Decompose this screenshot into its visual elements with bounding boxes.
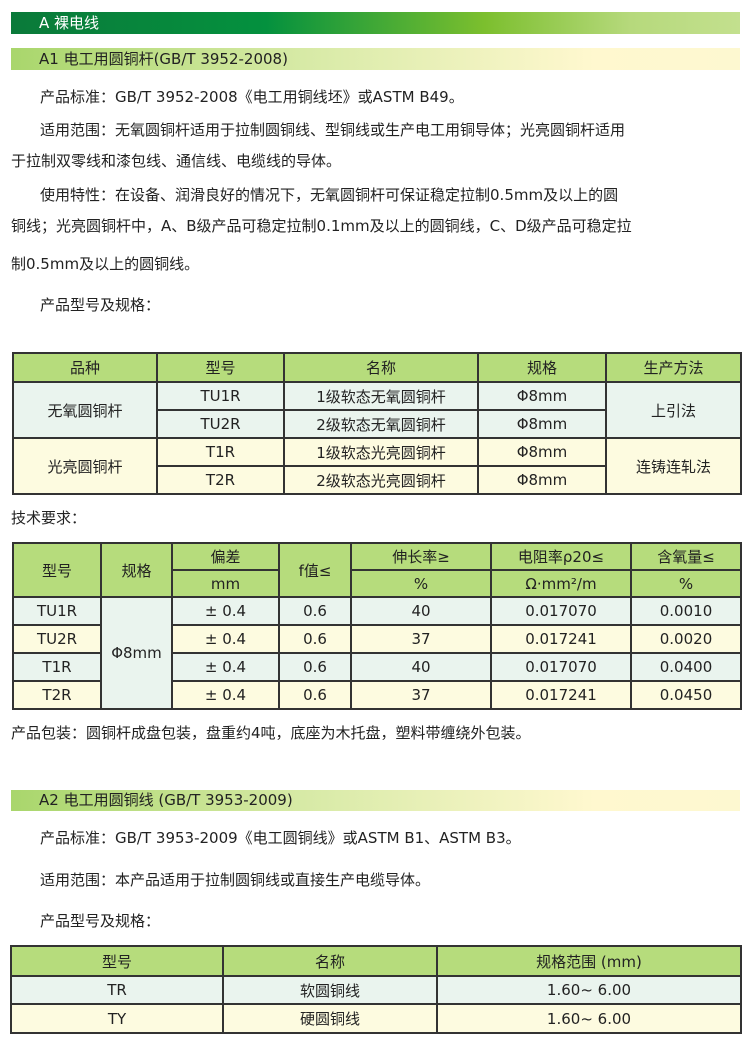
a1-usage-line2: 铜线；光亮圆铜杆中，A、B级产品可稳定拉制0.1mm及以上的圆铜线，C、D级产品… bbox=[11, 217, 632, 235]
range-cell: 1.60~ 6.00 bbox=[436, 1003, 742, 1034]
elongation-cell: 40 bbox=[350, 596, 492, 626]
a1-scope-line1: 适用范围：无氧圆铜杆适用于拉制圆铜线、型铜线或生产电工用铜导体；光亮圆铜杆适用 bbox=[40, 121, 626, 139]
name-cell: 软圆铜线 bbox=[222, 975, 438, 1005]
deviation-cell: ± 0.4 bbox=[171, 680, 280, 710]
name-cell: 1级软态无氧圆铜杆 bbox=[283, 381, 479, 411]
model-cell: TU1R bbox=[12, 596, 102, 626]
f-value-cell: 0.6 bbox=[278, 652, 352, 682]
a1-scope-line2: 于拉制双零线和漆包线、通信线、电缆线的导体。 bbox=[11, 152, 342, 170]
header-range: 规格范围 (mm) bbox=[436, 945, 742, 977]
name-cell: 2级软态光亮圆铜杆 bbox=[283, 465, 479, 495]
a1-standard: 产品标准：GB/T 3952-2008《电工用铜线坯》或ASTM B49。 bbox=[40, 88, 464, 106]
table-row: 光亮圆铜杆 T1R 1级软态光亮圆铜杆 Φ8mm 连铸连轧法 bbox=[12, 437, 742, 495]
a1-tech-table: 型号 规格 偏差 f值≤ 伸长率≥ 电阻率ρ20≤ 含氧量≤ mm % Ω·mm… bbox=[12, 542, 742, 710]
f-value-cell: 0.6 bbox=[278, 680, 352, 710]
header-model: 型号 bbox=[12, 542, 102, 598]
model-cell: T1R bbox=[12, 652, 102, 682]
model-cell: T2R bbox=[12, 680, 102, 710]
model-cell: TU2R bbox=[12, 624, 102, 654]
a1-usage-line3: 制0.5mm及以上的圆铜线。 bbox=[11, 255, 200, 273]
f-value-cell: 0.6 bbox=[278, 624, 352, 654]
oxygen-cell: 0.0020 bbox=[630, 624, 742, 654]
elongation-cell: 37 bbox=[350, 680, 492, 710]
resistivity-cell: 0.017241 bbox=[490, 624, 632, 654]
resistivity-cell: 0.017070 bbox=[490, 596, 632, 626]
elongation-cell: 40 bbox=[350, 652, 492, 682]
model-cell: TY bbox=[10, 1003, 224, 1034]
name-cell: 硬圆铜线 bbox=[222, 1003, 438, 1034]
table-row: T2R ± 0.4 0.6 37 0.017241 0.0450 bbox=[12, 680, 742, 710]
model-cell: T1R bbox=[156, 437, 285, 467]
unit-resistivity: Ω·mm²/m bbox=[490, 569, 632, 598]
oxygen-cell: 0.0010 bbox=[630, 596, 742, 626]
a2-spec-label: 产品型号及规格： bbox=[40, 912, 161, 930]
elongation-cell: 37 bbox=[350, 624, 492, 654]
name-cell: 2级软态无氧圆铜杆 bbox=[283, 409, 479, 439]
method-cell: 上引法 bbox=[605, 381, 742, 439]
table-row: 无氧圆铜杆 TU1R 1级软态无氧圆铜杆 Φ8mm 上引法 bbox=[12, 381, 742, 439]
deviation-cell: ± 0.4 bbox=[171, 596, 280, 626]
model-cell: TU1R bbox=[156, 381, 285, 411]
header-spec: 规格 bbox=[100, 542, 173, 598]
header-f-value: f值≤ bbox=[278, 542, 352, 598]
f-value-cell: 0.6 bbox=[278, 596, 352, 626]
spec-cell: Φ8mm bbox=[477, 437, 607, 467]
header-method: 生产方法 bbox=[605, 352, 742, 383]
header-name: 名称 bbox=[283, 352, 479, 383]
a1-title-banner: A1 电工用圆铜杆(GB/T 3952-2008) bbox=[11, 48, 740, 70]
unit-deviation: mm bbox=[171, 569, 280, 598]
model-cell: T2R bbox=[156, 465, 285, 495]
table-row: TR 软圆铜线 1.60~ 6.00 bbox=[10, 975, 742, 1005]
a1-product-table: 品种 型号 名称 规格 生产方法 无氧圆铜杆 TU1R 1级软态无氧圆铜杆 Φ8… bbox=[12, 352, 742, 495]
header-model: 型号 bbox=[10, 945, 224, 977]
header-deviation: 偏差 bbox=[171, 542, 280, 571]
resistivity-cell: 0.017070 bbox=[490, 652, 632, 682]
model-cell: TR bbox=[10, 975, 224, 1005]
model-cell: TU2R bbox=[156, 409, 285, 439]
kind-cell: 光亮圆铜杆 bbox=[12, 437, 158, 495]
a2-product-table: 型号 名称 规格范围 (mm) TR 软圆铜线 1.60~ 6.00 TY 硬圆… bbox=[10, 945, 742, 1034]
spec-cell: Φ8mm bbox=[477, 465, 607, 495]
spec-cell: Φ8mm bbox=[477, 409, 607, 439]
header-model: 型号 bbox=[156, 352, 285, 383]
table-row: TU1R Φ8mm ± 0.4 0.6 40 0.017070 0.0010 bbox=[12, 596, 742, 710]
a1-usage-line1: 使用特性：在设备、润滑良好的情况下，无氧圆铜杆可保证稳定拉制0.5mm及以上的圆 bbox=[40, 186, 619, 204]
spec-cell: Φ8mm bbox=[100, 596, 173, 710]
a1-spec-label: 产品型号及规格： bbox=[40, 296, 161, 314]
a2-title-banner: A2 电工用圆铜线 (GB/T 3953-2009) bbox=[11, 790, 740, 811]
name-cell: 1级软态光亮圆铜杆 bbox=[283, 437, 479, 467]
spec-cell: Φ8mm bbox=[477, 381, 607, 411]
header-spec: 规格 bbox=[477, 352, 607, 383]
header-name: 名称 bbox=[222, 945, 438, 977]
oxygen-cell: 0.0450 bbox=[630, 680, 742, 710]
a1-tech-label: 技术要求： bbox=[11, 509, 87, 527]
header-oxygen: 含氧量≤ bbox=[630, 542, 742, 571]
unit-elongation: % bbox=[350, 569, 492, 598]
kind-cell: 无氧圆铜杆 bbox=[12, 381, 158, 439]
unit-oxygen: % bbox=[630, 569, 742, 598]
resistivity-cell: 0.017241 bbox=[490, 680, 632, 710]
deviation-cell: ± 0.4 bbox=[171, 652, 280, 682]
header-elongation: 伸长率≥ bbox=[350, 542, 492, 571]
deviation-cell: ± 0.4 bbox=[171, 624, 280, 654]
a2-scope: 适用范围：本产品适用于拉制圆铜线或直接生产电缆导体。 bbox=[40, 871, 431, 889]
table-row: TY 硬圆铜线 1.60~ 6.00 bbox=[10, 1003, 742, 1034]
header-kind: 品种 bbox=[12, 352, 158, 383]
header-resistivity: 电阻率ρ20≤ bbox=[490, 542, 632, 571]
method-cell: 连铸连轧法 bbox=[605, 437, 742, 495]
oxygen-cell: 0.0400 bbox=[630, 652, 742, 682]
a2-standard: 产品标准：GB/T 3953-2009《电工圆铜线》或ASTM B1、ASTM … bbox=[40, 829, 521, 847]
section-a-banner: A 裸电线 bbox=[11, 12, 740, 34]
a1-packaging: 产品包装：圆铜杆成盘包装，盘重约4吨，底座为木托盘，塑料带缠绕外包装。 bbox=[11, 724, 531, 742]
range-cell: 1.60~ 6.00 bbox=[436, 975, 742, 1005]
